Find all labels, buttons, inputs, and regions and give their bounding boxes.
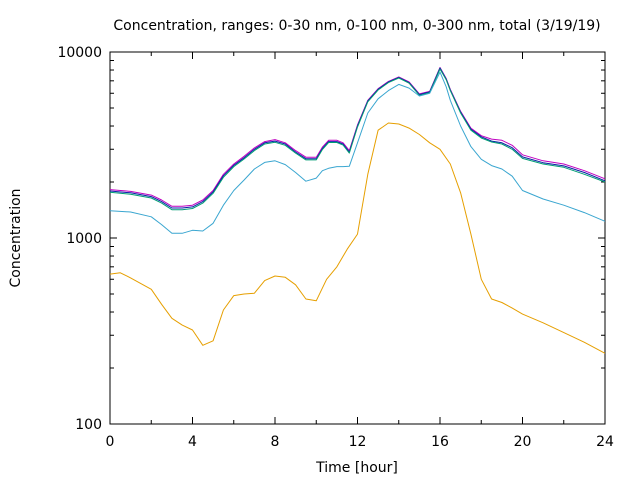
series-line-3 (109, 68, 606, 211)
x-tick-label: 12 (349, 434, 367, 450)
x-tick-label: 8 (271, 434, 280, 450)
series-line-5 (109, 122, 606, 354)
axis-ticks: 0 4 8 12 16 20 24 100 1000 10000 (57, 45, 614, 450)
series-line-1 (109, 67, 606, 207)
y-tick-label: 10000 (57, 45, 102, 61)
x-axis-label: Time [hour] (315, 460, 398, 476)
x-tick-label: 16 (431, 434, 449, 450)
x-tick-label: 20 (514, 434, 532, 450)
x-tick-label: 4 (188, 434, 197, 450)
plot-frame (109, 51, 606, 425)
series-line-4 (109, 71, 606, 234)
chart-title: Concentration, ranges: 0-30 nm, 0-100 nm… (113, 18, 600, 34)
y-axis-label: Concentration (8, 188, 24, 287)
series-line-2 (109, 67, 606, 209)
y-tick-label: 100 (75, 417, 102, 433)
y-tick-label: 1000 (66, 231, 102, 247)
x-tick-label: 0 (106, 434, 115, 450)
series-group (109, 67, 606, 354)
x-tick-label: 24 (596, 434, 614, 450)
